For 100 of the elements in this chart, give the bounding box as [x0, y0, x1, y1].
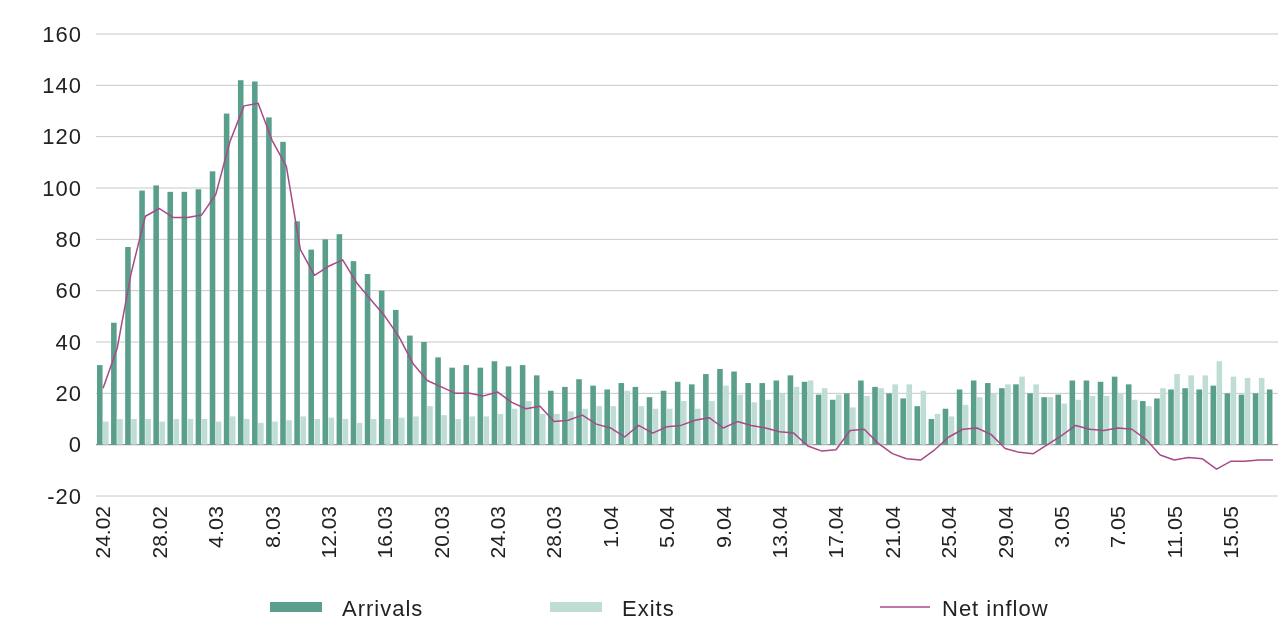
bar: [1168, 389, 1174, 445]
bar: [807, 380, 814, 445]
bar: [872, 386, 878, 445]
bar: [328, 417, 335, 445]
legend-label: Net inflow: [942, 595, 1049, 621]
bar: [864, 395, 870, 445]
bar: [159, 421, 165, 445]
bar: [131, 419, 137, 445]
bar: [286, 420, 292, 445]
bar: [1041, 397, 1047, 445]
bar: [844, 393, 850, 445]
bar: [1146, 406, 1152, 445]
bar: [1005, 384, 1011, 445]
x-tick-label: 12.03: [316, 505, 340, 559]
y-tick-label: 20: [55, 381, 82, 407]
bar: [815, 394, 822, 445]
bar: [1047, 397, 1053, 445]
x-tick-label: 15.05: [1219, 505, 1243, 559]
bar: [759, 383, 766, 445]
x-tick-label: 24.02: [91, 505, 115, 559]
bar: [554, 413, 560, 445]
bar: [610, 406, 617, 445]
bar: [1196, 389, 1202, 445]
bar: [695, 408, 701, 445]
bar: [703, 374, 709, 445]
bar: [441, 415, 447, 445]
y-tick-label: 160: [42, 21, 82, 47]
bar: [829, 399, 836, 445]
bar: [300, 416, 306, 445]
x-tick-label: 20.03: [429, 505, 453, 559]
bar: [540, 413, 546, 445]
bar: [1202, 375, 1209, 445]
bar: [709, 401, 715, 445]
bar: [604, 389, 610, 445]
legend-label: Exits: [622, 595, 675, 621]
x-tick-label: 25.04: [937, 505, 961, 559]
y-tick-label: 100: [42, 175, 82, 201]
x-tick-label: 28.03: [542, 505, 566, 559]
bar: [272, 421, 278, 445]
bar: [1230, 376, 1237, 445]
bar: [751, 402, 757, 445]
bar: [723, 385, 729, 445]
bar: [717, 368, 723, 445]
bar: [1252, 393, 1259, 445]
bar: [413, 416, 419, 445]
y-tick-label: -20: [47, 483, 82, 509]
x-tick-label: 24.03: [486, 505, 510, 559]
bar: [266, 117, 272, 445]
bar: [984, 383, 991, 445]
bar: [1013, 384, 1019, 445]
bar: [562, 386, 568, 445]
bar: [999, 388, 1005, 445]
bar: [342, 419, 349, 445]
bar: [548, 390, 554, 445]
bar: [294, 221, 300, 445]
bar: [392, 309, 399, 445]
bar: [125, 247, 131, 445]
bar: [1154, 398, 1160, 445]
bar: [370, 419, 377, 445]
bar: [1210, 385, 1217, 445]
bar: [308, 249, 314, 445]
bar: [533, 375, 540, 445]
bar: [976, 397, 983, 445]
bar: [187, 419, 194, 445]
x-tick-label: 29.04: [993, 505, 1017, 559]
bar: [117, 419, 123, 445]
bar: [1224, 393, 1231, 445]
bar: [435, 357, 441, 445]
x-tick-label: 21.04: [880, 505, 904, 559]
bar: [680, 401, 687, 445]
bar: [688, 384, 695, 445]
bar: [215, 421, 222, 445]
bar: [463, 365, 470, 445]
bar: [892, 384, 898, 445]
x-tick-label: 5.04: [655, 505, 679, 548]
bar: [511, 408, 518, 445]
bar: [928, 419, 935, 445]
bar: [258, 422, 264, 445]
bar: [314, 419, 321, 445]
x-tick-label: 16.03: [373, 505, 397, 559]
bar: [103, 421, 109, 445]
bar: [1019, 376, 1025, 445]
bar: [1216, 361, 1223, 445]
bar: [1244, 377, 1251, 445]
bar: [153, 185, 159, 445]
y-tick-label: 60: [55, 278, 82, 304]
bar: [850, 407, 856, 445]
bar: [252, 81, 258, 445]
bar: [421, 342, 427, 445]
bar: [900, 398, 906, 445]
bar: [1055, 394, 1062, 445]
bar: [384, 419, 391, 445]
x-tick-label: 28.02: [147, 505, 171, 559]
x-tick-label: 3.05: [1049, 506, 1073, 548]
bar: [596, 406, 602, 445]
bar: [469, 416, 476, 445]
bar: [237, 80, 244, 445]
bar: [886, 393, 892, 445]
bar: [1125, 384, 1132, 445]
x-tick-label: 8.03: [260, 506, 284, 548]
